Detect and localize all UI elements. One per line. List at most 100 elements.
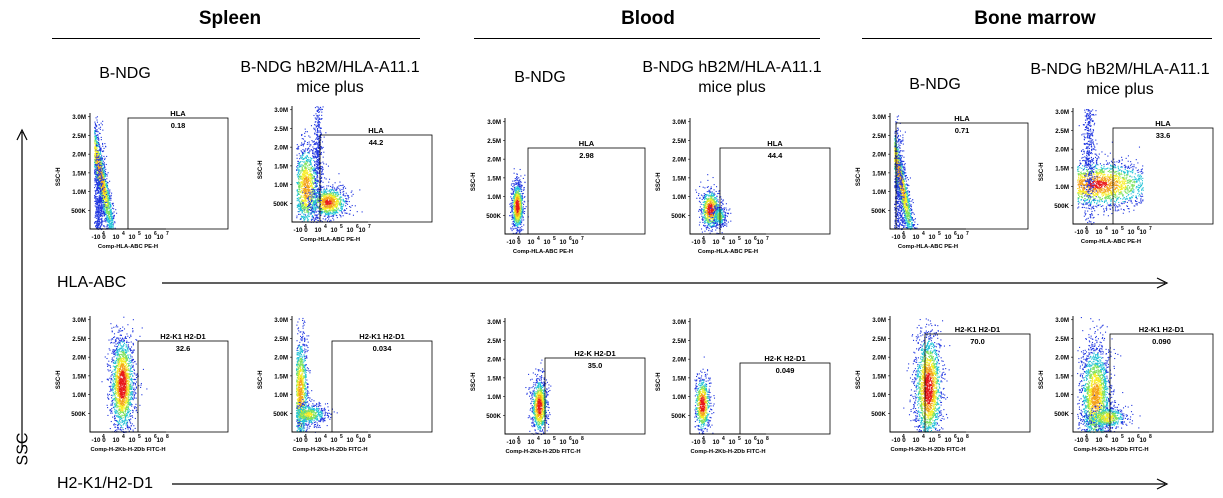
x-axis-label: Comp-H-2Kb-H-2Db FITC-H xyxy=(690,449,765,455)
scatter-points xyxy=(94,116,118,231)
flow-plot-11: 500K 1.0M 1.5M 2.0M 2.5M 3.0M SSC-H H2-K1 H2-D1… xyxy=(856,316,1031,453)
y-tick-label: 3.0M xyxy=(672,319,686,326)
x-tick-exponent: 8 xyxy=(368,434,371,440)
y-axis-label: SSC-H xyxy=(856,167,862,186)
x-tick-label: 10 xyxy=(331,227,338,234)
h2-arrowhead xyxy=(1156,478,1169,490)
y-tick-label: 1.5M xyxy=(872,170,886,177)
x-tick-label: 10 xyxy=(929,437,936,444)
x-axis-label: Comp-H-2Kb-H-2Db FITC-H xyxy=(1073,447,1148,453)
y-axis-label: SSC-H xyxy=(1039,162,1045,181)
plot-axes xyxy=(889,316,966,433)
x-tick-label: 10 xyxy=(729,239,736,246)
y-tick-label: 1.0M xyxy=(872,189,886,196)
gate-box xyxy=(719,147,831,235)
x-tick-label: 10 xyxy=(913,234,920,241)
x-tick-exponent: 4 xyxy=(1085,434,1088,440)
gate-box xyxy=(544,357,646,435)
x-tick-exponent: 4 xyxy=(517,436,520,442)
x-tick-exponent: 4 xyxy=(722,236,725,242)
x-tick-label: 0 xyxy=(1085,437,1089,444)
x-tick-exponent: 5 xyxy=(553,236,556,242)
x-tick-exponent: 7 xyxy=(966,231,969,237)
x-tick-label: -10 xyxy=(1075,437,1085,444)
gate-box xyxy=(137,340,229,433)
y-tick-label: 1.5M xyxy=(672,175,686,182)
gate-label: H2-K H2-D1 xyxy=(764,354,805,363)
x-tick-label: 10 xyxy=(1140,229,1147,236)
x-tick-label: 10 xyxy=(1140,437,1147,444)
scatter-points xyxy=(525,359,552,435)
y-tick-label: 1.0M xyxy=(1055,184,1069,191)
x-tick-label: 10 xyxy=(745,439,752,446)
x-tick-label: 10 xyxy=(347,437,354,444)
scatter-points xyxy=(296,106,363,224)
spleen-underline xyxy=(52,38,420,39)
x-tick-label: 10 xyxy=(1112,229,1119,236)
x-tick-label: 10 xyxy=(945,437,952,444)
x-axis-label: Comp-H-2Kb-H-2Db FITC-H xyxy=(292,447,367,453)
x-tick-label: 0 xyxy=(1085,229,1089,236)
x-tick-exponent: 5 xyxy=(138,434,141,440)
scatter-points xyxy=(903,318,951,433)
x-axis-label: Comp-HLA-ABC PE-H xyxy=(300,237,360,243)
y-axis-label: SSC-H xyxy=(471,172,477,191)
x-axis-label: Comp-HLA-ABC PE-H xyxy=(898,244,958,250)
y-tick-label: 1.5M xyxy=(487,175,501,182)
x-tick-label: -10 xyxy=(892,234,902,241)
x-tick-label: -10 xyxy=(692,439,702,446)
x-tick-label: 0 xyxy=(304,437,308,444)
x-tick-exponent: 6 xyxy=(356,224,359,230)
y-tick-label: 3.0M xyxy=(1055,317,1069,324)
plot-axes xyxy=(504,318,581,435)
x-tick-label: 10 xyxy=(157,437,164,444)
x-tick-exponent: 6 xyxy=(154,231,157,237)
gate-percentage: 33.6 xyxy=(1156,131,1171,140)
y-axis-label: SSC-H xyxy=(471,372,477,391)
x-axis-label: Comp-H-2Kb-H-2Db FITC-H xyxy=(505,449,580,455)
x-tick-exponent: 8 xyxy=(166,434,169,440)
y-tick-label: 2.0M xyxy=(487,157,501,164)
row-label-ssc: SSC xyxy=(14,432,32,466)
x-tick-label: 10 xyxy=(957,437,964,444)
x-tick-exponent: 4 xyxy=(922,231,925,237)
x-tick-label: -10 xyxy=(507,439,517,446)
y-tick-label: 1.0M xyxy=(487,194,501,201)
y-tick-label: 3.0M xyxy=(872,114,886,121)
tissue-header-spleen: Spleen xyxy=(198,8,262,29)
y-tick-label: 2.0M xyxy=(72,152,86,159)
gate-label: H2-K1 H2-D1 xyxy=(1139,325,1184,334)
y-tick-label: 2.5M xyxy=(72,336,86,343)
gate-percentage: 0.71 xyxy=(955,126,970,135)
x-tick-label: 10 xyxy=(544,239,551,246)
y-tick-label: 2.0M xyxy=(1055,355,1069,362)
tissue-header-bone-marrow: Bone marrow xyxy=(974,8,1096,29)
plot-axes xyxy=(1072,108,1149,225)
x-tick-label: 10 xyxy=(129,234,136,241)
y-tick-label: 3.0M xyxy=(672,119,686,126)
x-tick-exponent: 6 xyxy=(754,236,757,242)
y-tick-label: 1.5M xyxy=(274,163,288,170)
y-tick-label: 3.0M xyxy=(274,107,288,114)
x-tick-label: 10 xyxy=(560,239,567,246)
y-tick-label: 2.5M xyxy=(487,138,501,145)
x-axis-label: Comp-HLA-ABC PE-H xyxy=(1081,239,1141,245)
x-tick-exponent: 4 xyxy=(902,434,905,440)
x-tick-label: 0 xyxy=(517,439,521,446)
x-tick-exponent: 4 xyxy=(304,434,307,440)
x-tick-exponent: 6 xyxy=(569,436,572,442)
x-tick-exponent: 5 xyxy=(553,436,556,442)
x-axis-label: Comp-HLA-ABC PE-H xyxy=(698,249,758,255)
y-tick-label: 500K xyxy=(671,213,686,220)
x-tick-exponent: 4 xyxy=(1105,226,1108,232)
gate-label: HLA xyxy=(954,114,970,123)
y-tick-label: 2.0M xyxy=(1055,147,1069,154)
x-tick-exponent: 6 xyxy=(1137,226,1140,232)
x-tick-exponent: 5 xyxy=(938,231,941,237)
x-tick-exponent: 4 xyxy=(102,434,105,440)
y-axis-label: SSC-H xyxy=(56,370,62,389)
scatter-points xyxy=(894,115,919,231)
x-tick-label: 10 xyxy=(129,437,136,444)
